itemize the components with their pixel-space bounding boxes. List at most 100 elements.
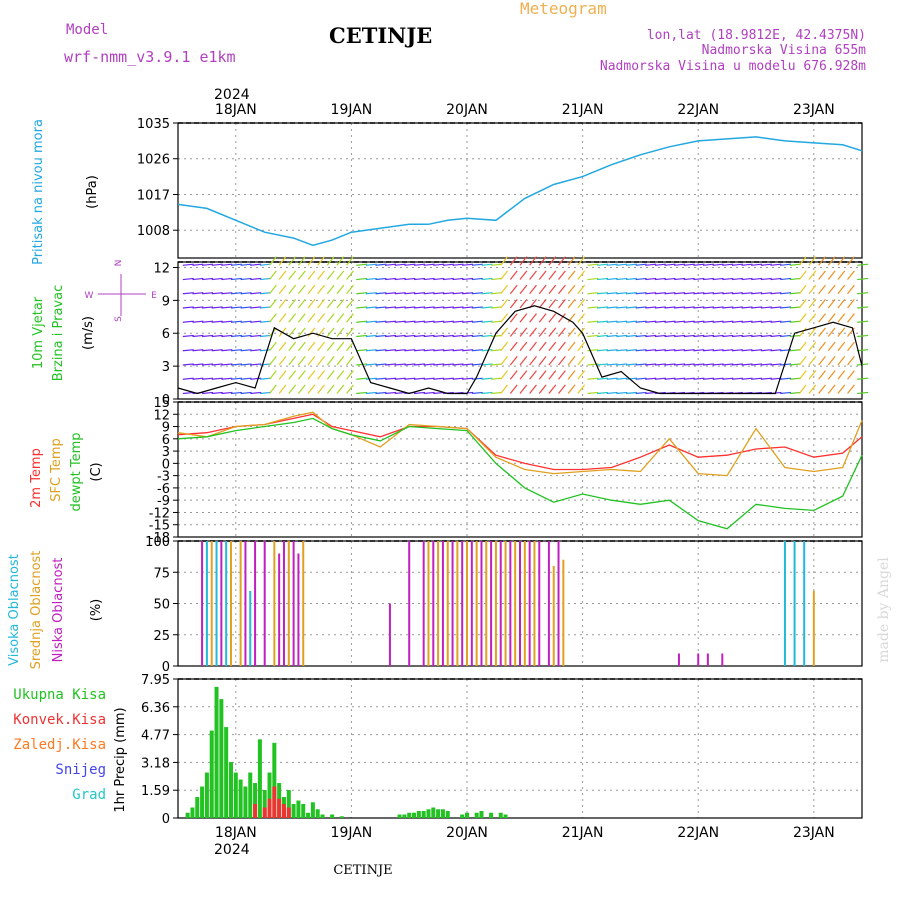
wind-barb-534 (693, 334, 705, 338)
wind-barb-620 (780, 391, 792, 395)
wind-barb-246 (413, 306, 426, 309)
wind-barb-24 (202, 334, 214, 338)
wind-barb-464 (625, 334, 637, 338)
wind-barb-325 (491, 320, 503, 323)
cloud-ytick-3: 75 (153, 566, 170, 581)
wind-barb-455 (616, 320, 628, 323)
wind-barb-168 (336, 270, 345, 280)
cloud-mid-bar-8 (446, 541, 449, 666)
wind-barb-584 (741, 334, 753, 338)
wind-barb-335 (500, 313, 509, 323)
wind-barb-321 (491, 377, 503, 380)
wind-barb-163 (336, 341, 345, 352)
wind-barb-152 (326, 356, 335, 366)
wind-barb-528 (683, 277, 695, 281)
wind-barb-164 (336, 327, 345, 337)
wind-barb-374 (538, 327, 547, 337)
wind-barb-410 (577, 384, 586, 394)
wind-barb-709 (857, 263, 869, 266)
precip-total-bar-43 (465, 812, 470, 818)
cloud-low-bar-16 (470, 541, 473, 666)
temp-sfc-line (177, 411, 863, 477)
wind-barb-463 (625, 349, 637, 352)
wind-barb-314 (481, 334, 493, 338)
wind-barb-506 (664, 306, 676, 309)
wind-barb-680 (837, 384, 846, 394)
wind-barb-602 (760, 363, 772, 366)
wind-barb-572 (731, 363, 743, 366)
wind-barb-704 (857, 334, 869, 338)
wind-barb-703 (857, 349, 869, 352)
wind-barb-387 (548, 284, 557, 295)
wind-barb-636 (789, 306, 801, 309)
wind-barb-487 (645, 292, 657, 295)
wind-barb-344 (509, 327, 518, 337)
wind-barb-186 (356, 306, 368, 309)
wind-barb-68 (240, 277, 252, 281)
wind-barb-4 (182, 334, 194, 338)
wind-barb-213 (385, 349, 397, 352)
wind-barb-113 (288, 341, 297, 352)
wind-barb-491 (654, 377, 666, 380)
wind-barb-42 (221, 363, 233, 366)
precip-total-bar-38 (431, 807, 436, 818)
wind-barb-188 (356, 277, 368, 281)
wind-barb-632 (789, 363, 801, 366)
wind-barb-616 (770, 306, 782, 309)
cloud-low-bar-26 (677, 653, 680, 666)
precip-conv-bar-2 (267, 798, 272, 818)
wind-barb-538 (693, 277, 705, 281)
wind-barb-149 (317, 256, 325, 266)
wind-barb-687 (837, 284, 846, 295)
wind-barb-542 (702, 363, 715, 366)
wind-barb-316 (481, 306, 493, 309)
wind-barb-411 (577, 370, 586, 380)
precip-conv-bar-4 (277, 798, 282, 818)
cloud-low-bar-10 (408, 541, 411, 666)
wind-barb-306 (471, 306, 483, 309)
wind-barb-200 (375, 391, 387, 395)
precip-conv-bar-1 (262, 807, 267, 818)
wind-barb-351 (519, 370, 528, 380)
cloud-high-bar-1 (215, 541, 218, 666)
wind-barb-571 (731, 377, 743, 380)
wind-barb-204 (375, 334, 387, 338)
cloud-low-bar-5 (278, 553, 281, 666)
wind-barb-268 (433, 277, 445, 281)
wind-barb-289 (452, 263, 464, 266)
wind-barb-339 (500, 256, 509, 266)
wind-barb-28 (202, 277, 214, 281)
wind-barb-633 (789, 349, 801, 352)
wind-barb-651 (808, 370, 817, 380)
wind-ytick-2: 6 (162, 327, 170, 342)
wind-barb-359 (519, 256, 528, 266)
precip-total-bar-24 (301, 804, 306, 818)
wind-barb-392 (558, 356, 566, 366)
precip-ytick-3: 4.77 (141, 729, 170, 744)
wind-barb-318 (481, 277, 493, 281)
wind-barb-634 (789, 334, 801, 338)
wind-barb-639 (789, 263, 801, 266)
cloud-low-bar-29 (721, 653, 724, 666)
wind-barb-395 (558, 313, 566, 323)
wind-barb-567 (722, 292, 734, 295)
wind-barb-238 (404, 277, 416, 281)
wind-barb-130 (307, 384, 316, 394)
wind-barb-587 (741, 292, 753, 295)
wind-barb-347 (509, 284, 518, 295)
cloud-low-bar-7 (292, 541, 295, 666)
wind-barb-404 (567, 327, 576, 337)
cloud-high-bar-6 (803, 541, 806, 666)
top-day-label-5: 23JAN (793, 102, 835, 118)
wind-barb-559 (712, 263, 724, 266)
wind-barb-467 (625, 292, 637, 295)
wind-barb-471 (635, 377, 647, 380)
cloud-mid-bar-17 (533, 541, 536, 666)
altitude-label: Nadmorska Visina 655m (702, 43, 867, 58)
compass-e: E (151, 291, 157, 301)
cloud-low-bar-17 (480, 541, 483, 666)
wind-barb-514 (674, 334, 686, 338)
wind-barb-135 (307, 313, 316, 323)
wind-barb-369 (529, 256, 537, 266)
wind-barb-435 (597, 320, 609, 323)
